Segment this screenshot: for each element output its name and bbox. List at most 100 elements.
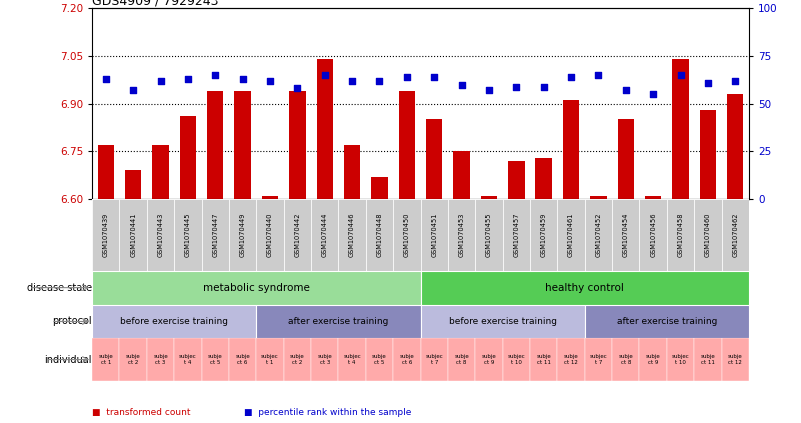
Bar — [256, 338, 284, 381]
Text: subje
ct 1: subje ct 1 — [99, 354, 113, 365]
Bar — [262, 195, 278, 199]
Text: after exercise training: after exercise training — [617, 317, 717, 326]
Bar — [530, 199, 557, 271]
Bar — [421, 305, 585, 338]
Bar — [235, 91, 251, 199]
Bar — [175, 199, 202, 271]
Text: ■  transformed count: ■ transformed count — [92, 408, 191, 417]
Bar — [366, 338, 393, 381]
Bar — [481, 195, 497, 199]
Point — [373, 77, 386, 84]
Bar — [152, 145, 169, 199]
Point — [565, 74, 578, 80]
Bar — [426, 120, 442, 199]
Point — [646, 91, 659, 98]
Bar — [508, 161, 525, 199]
Text: GSM1070457: GSM1070457 — [513, 212, 519, 257]
Bar — [612, 199, 639, 271]
Bar — [339, 199, 366, 271]
Bar — [98, 145, 114, 199]
Bar — [311, 199, 339, 271]
Bar — [700, 110, 716, 199]
Bar — [530, 338, 557, 381]
Bar — [119, 199, 147, 271]
Point — [674, 72, 687, 79]
Point — [510, 83, 523, 90]
Text: subjec
t 4: subjec t 4 — [344, 354, 361, 365]
Text: subje
ct 6: subje ct 6 — [400, 354, 414, 365]
Bar — [284, 338, 311, 381]
Text: GSM1070446: GSM1070446 — [349, 212, 355, 257]
Text: subje
ct 2: subje ct 2 — [290, 354, 304, 365]
Text: individual: individual — [45, 354, 92, 365]
Text: GSM1070448: GSM1070448 — [376, 212, 382, 257]
Bar — [727, 94, 743, 199]
Text: GSM1070441: GSM1070441 — [131, 213, 136, 257]
Text: GSM1070449: GSM1070449 — [239, 213, 246, 257]
Point — [154, 77, 167, 84]
Text: GSM1070453: GSM1070453 — [459, 213, 465, 257]
Bar — [639, 338, 666, 381]
Bar — [448, 199, 475, 271]
Text: GSM1070456: GSM1070456 — [650, 212, 656, 257]
Text: GSM1070445: GSM1070445 — [185, 212, 191, 257]
Bar — [92, 305, 256, 338]
Text: subjec
t 7: subjec t 7 — [590, 354, 607, 365]
Point — [346, 77, 359, 84]
Text: subje
ct 6: subje ct 6 — [235, 354, 250, 365]
Bar — [316, 59, 333, 199]
Bar — [645, 195, 662, 199]
Bar — [339, 338, 366, 381]
Text: ■  percentile rank within the sample: ■ percentile rank within the sample — [244, 408, 412, 417]
Bar — [92, 271, 421, 305]
Bar — [311, 338, 339, 381]
Point — [702, 80, 714, 86]
Point — [264, 77, 276, 84]
Bar — [92, 338, 119, 381]
Text: subje
ct 3: subje ct 3 — [153, 354, 168, 365]
Text: GSM1070458: GSM1070458 — [678, 212, 683, 257]
Bar — [147, 199, 175, 271]
Bar — [125, 170, 142, 199]
Bar — [344, 145, 360, 199]
Bar — [590, 195, 606, 199]
Bar — [92, 199, 119, 271]
Bar — [585, 305, 749, 338]
Text: GSM1070461: GSM1070461 — [568, 213, 574, 257]
Bar — [421, 338, 448, 381]
Text: subje
ct 11: subje ct 11 — [537, 354, 551, 365]
Bar — [475, 338, 503, 381]
Point — [455, 81, 468, 88]
Text: subje
ct 11: subje ct 11 — [701, 354, 715, 365]
Text: GSM1070460: GSM1070460 — [705, 212, 710, 257]
Bar — [175, 338, 202, 381]
Bar — [694, 199, 722, 271]
Text: subje
ct 5: subje ct 5 — [372, 354, 387, 365]
Bar — [289, 91, 306, 199]
Bar — [256, 199, 284, 271]
Bar — [475, 199, 503, 271]
Text: GSM1070450: GSM1070450 — [404, 212, 410, 257]
Bar — [612, 338, 639, 381]
Point — [182, 75, 195, 82]
Bar — [453, 151, 469, 199]
Bar — [179, 116, 196, 199]
Bar — [722, 338, 749, 381]
Text: GSM1070444: GSM1070444 — [322, 212, 328, 257]
Text: subjec
t 10: subjec t 10 — [672, 354, 690, 365]
Point — [99, 75, 112, 82]
Point — [318, 72, 331, 79]
Text: GSM1070440: GSM1070440 — [267, 212, 273, 257]
Point — [729, 77, 742, 84]
Point — [482, 87, 495, 94]
Text: GSM1070452: GSM1070452 — [595, 212, 602, 257]
Text: metabolic syndrome: metabolic syndrome — [203, 283, 310, 293]
Text: GSM1070455: GSM1070455 — [486, 212, 492, 257]
Bar — [535, 157, 552, 199]
Point — [400, 74, 413, 80]
Point — [537, 83, 550, 90]
Text: subje
ct 2: subje ct 2 — [126, 354, 140, 365]
Text: GSM1070462: GSM1070462 — [732, 212, 739, 257]
Bar — [672, 59, 689, 199]
Bar — [618, 120, 634, 199]
